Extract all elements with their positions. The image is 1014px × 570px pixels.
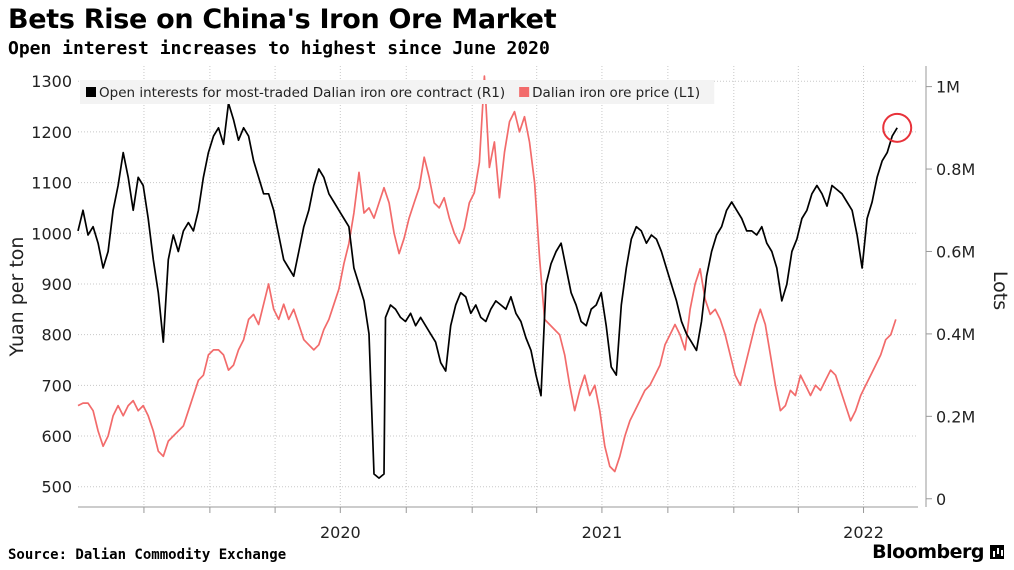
- source-note: Source: Dalian Commodity Exchange: [8, 547, 287, 563]
- terminal-icon: [990, 545, 1004, 559]
- left-tick-label: 1100: [31, 174, 72, 193]
- chart-subtitle: Open interest increases to highest since…: [8, 38, 550, 59]
- series-lines: [77, 75, 898, 479]
- legend: Open interests for most-traded Dalian ir…: [80, 80, 715, 104]
- legend-swatch: [86, 87, 96, 97]
- price-line: [77, 75, 897, 473]
- legend-swatch: [519, 87, 530, 97]
- left-tick-label: 1200: [31, 123, 72, 142]
- left-tick-label: 800: [41, 326, 72, 345]
- highlight-circle: [882, 112, 913, 143]
- open-interest-line: [77, 102, 898, 479]
- left-tick-label: 500: [41, 478, 72, 497]
- left-tick-label: 1300: [31, 72, 72, 91]
- right-tick-label: 0: [936, 490, 946, 509]
- legend-label: Open interests for most-traded Dalian ir…: [99, 85, 505, 101]
- x-tick-label: 2022: [843, 523, 884, 542]
- left-tick-label: 1000: [31, 224, 72, 243]
- gridlines: [78, 66, 918, 507]
- left-tick-label: 900: [41, 275, 72, 294]
- right-tick-label: 0.6M: [936, 242, 975, 261]
- right-tick-label: 0.2M: [936, 407, 975, 426]
- legend-box: [80, 80, 715, 104]
- brand-name: Bloomberg: [872, 541, 984, 563]
- right-axis-title: Lots: [989, 271, 1011, 310]
- brand-logo: Bloomberg: [872, 541, 1004, 563]
- x-tick-label: 2020: [320, 523, 361, 542]
- x-tick-label: 2021: [582, 523, 623, 542]
- highlight-markers: [882, 112, 913, 143]
- left-axis-title: Yuan per ton: [6, 237, 28, 358]
- left-tick-label: 700: [41, 376, 72, 395]
- legend-label: Dalian iron ore price (L1): [532, 85, 700, 101]
- right-tick-label: 1M: [936, 78, 960, 97]
- right-tick-label: 0.8M: [936, 160, 975, 179]
- left-tick-label: 600: [41, 427, 72, 446]
- axes: 500 600 700 800 900 1000 1100 1200 1300 2020 2021 2…: [6, 66, 1011, 542]
- right-tick-label: 0.4M: [936, 325, 975, 344]
- chart-title: Bets Rise on China's Iron Ore Market: [8, 4, 557, 35]
